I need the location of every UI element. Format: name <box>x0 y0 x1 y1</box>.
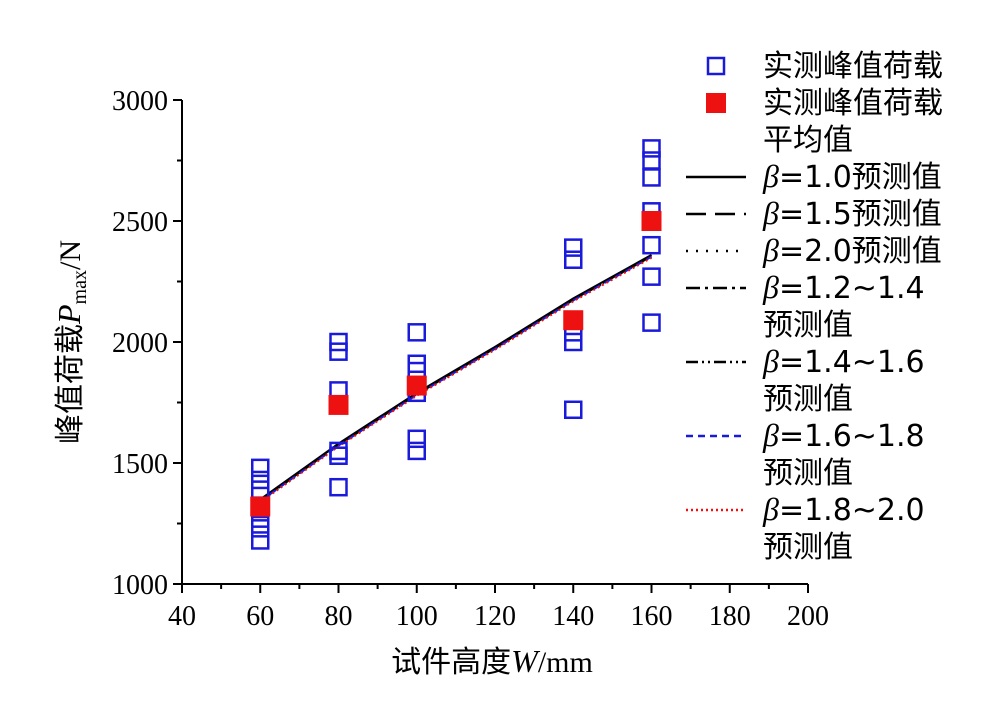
measured-point <box>329 332 348 352</box>
data-markers <box>250 139 662 550</box>
mean-point <box>406 375 427 396</box>
legend-beta: β <box>762 417 779 453</box>
legend-beta: β <box>762 491 779 527</box>
legend-beta: β <box>762 343 779 379</box>
legend-label-line2: 预测值 <box>763 530 853 565</box>
y-tick-label: 1000 <box>112 570 168 601</box>
legend-label: β=1.5预测值 <box>762 195 942 232</box>
y-axis-title-var: P <box>51 304 87 325</box>
legend-label: 实测峰值荷载 <box>763 86 943 121</box>
y-tick-label: 1500 <box>112 449 168 480</box>
measured-point <box>407 323 426 342</box>
measured-point <box>407 441 426 461</box>
legend-label-rest: =1.0预测值 <box>779 160 942 195</box>
legend-label-line2: 平均值 <box>763 123 853 158</box>
measured-point <box>564 332 583 352</box>
x-tick-label: 100 <box>396 601 438 632</box>
measured-point <box>251 519 270 538</box>
legend-label: β=2.0预测值 <box>762 232 942 269</box>
measured-point <box>329 342 348 361</box>
x-axis-title-var: W <box>511 643 541 679</box>
x-tick-label: 140 <box>552 601 594 632</box>
x-tick-label: 160 <box>631 601 673 632</box>
legend-label-rest: =1.5预测值 <box>779 197 942 232</box>
prediction-line <box>259 254 652 501</box>
legend-label: β=1.8~2.0 <box>762 491 925 528</box>
measured-point <box>642 313 661 332</box>
legend-label-rest: =2.0预测值 <box>779 234 942 269</box>
measured-point <box>251 470 270 490</box>
legend-label-rest: =1.4~1.6 <box>779 345 925 380</box>
legend-label: β=1.2~1.4 <box>762 269 925 306</box>
legend-label-line2: 预测值 <box>763 456 853 491</box>
x-tick-label: 120 <box>474 601 516 632</box>
legend: 实测峰值荷载实测峰值荷载平均值β=1.0预测值β=1.5预测值β=2.0预测值β… <box>686 49 943 565</box>
prediction-line <box>259 256 652 504</box>
legend-label-rest: =1.8~2.0 <box>779 493 925 528</box>
measured-point <box>642 235 661 255</box>
measured-point <box>407 429 426 449</box>
mean-point <box>641 211 662 231</box>
x-tick-label: 200 <box>787 601 829 632</box>
legend-beta: β <box>762 195 779 231</box>
prediction-line <box>259 255 652 503</box>
prediction-line <box>259 254 652 501</box>
x-tick-label: 80 <box>325 601 353 632</box>
y-tick-label: 2500 <box>112 207 168 238</box>
measured-point <box>642 267 661 286</box>
y-tick-label: 2000 <box>112 328 168 359</box>
measured-point <box>642 139 661 158</box>
x-axis-ticks: 40 60 80 100 120 140 160 180 200 <box>168 584 829 632</box>
legend-label-rest: =1.2~1.4 <box>779 271 925 306</box>
y-axis-title-unit: /N <box>54 240 87 270</box>
legend-label: β=1.0预测值 <box>762 158 942 195</box>
y-tick-label: 3000 <box>112 86 168 117</box>
x-axis-title-prefix: 试件高度 <box>391 645 511 680</box>
x-tick-label: 180 <box>709 601 751 632</box>
prediction-line <box>259 256 652 503</box>
measured-point <box>564 238 583 257</box>
mean-point <box>563 310 584 331</box>
legend-label: β=1.6~1.8 <box>762 417 925 454</box>
plot-area: 40 60 80 100 120 140 160 180 200 1000 1500 2000 250… <box>112 86 829 632</box>
measured-point <box>564 400 583 420</box>
prediction-line <box>259 255 652 502</box>
y-axis-title-prefix: 峰值荷载 <box>53 324 88 444</box>
legend-label: 实测峰值荷载 <box>763 49 943 84</box>
legend-beta: β <box>762 269 779 305</box>
x-tick-label: 60 <box>246 601 274 632</box>
measured-point <box>251 531 270 550</box>
mean-point <box>328 394 349 415</box>
x-tick-label: 40 <box>168 601 196 632</box>
mean-point <box>250 496 271 517</box>
measured-point <box>329 477 348 497</box>
measured-point <box>329 446 348 465</box>
prediction-lines <box>259 254 652 504</box>
x-axis-title-unit: /mm <box>538 646 593 679</box>
x-axis-title: 试件高度W/mm <box>391 643 593 680</box>
y-axis-title: 峰值荷载Pmax/N <box>51 240 91 444</box>
legend-label-line2: 预测值 <box>763 308 853 343</box>
legend-label: β=1.4~1.6 <box>762 343 925 380</box>
legend-symbol-mean <box>706 93 726 113</box>
measured-point <box>251 458 270 478</box>
measured-point <box>642 168 661 187</box>
legend-label-line2: 预测值 <box>763 382 853 417</box>
legend-beta: β <box>762 158 779 194</box>
legend-symbol-measured <box>706 56 726 76</box>
y-axis-ticks: 1000 1500 2000 2500 3000 <box>112 86 182 601</box>
measured-point <box>564 250 583 269</box>
legend-beta: β <box>762 232 779 268</box>
measured-point <box>642 151 661 170</box>
y-axis-title-sub: max <box>69 270 91 304</box>
legend-label-rest: =1.6~1.8 <box>779 419 925 454</box>
prediction-line <box>259 255 652 502</box>
